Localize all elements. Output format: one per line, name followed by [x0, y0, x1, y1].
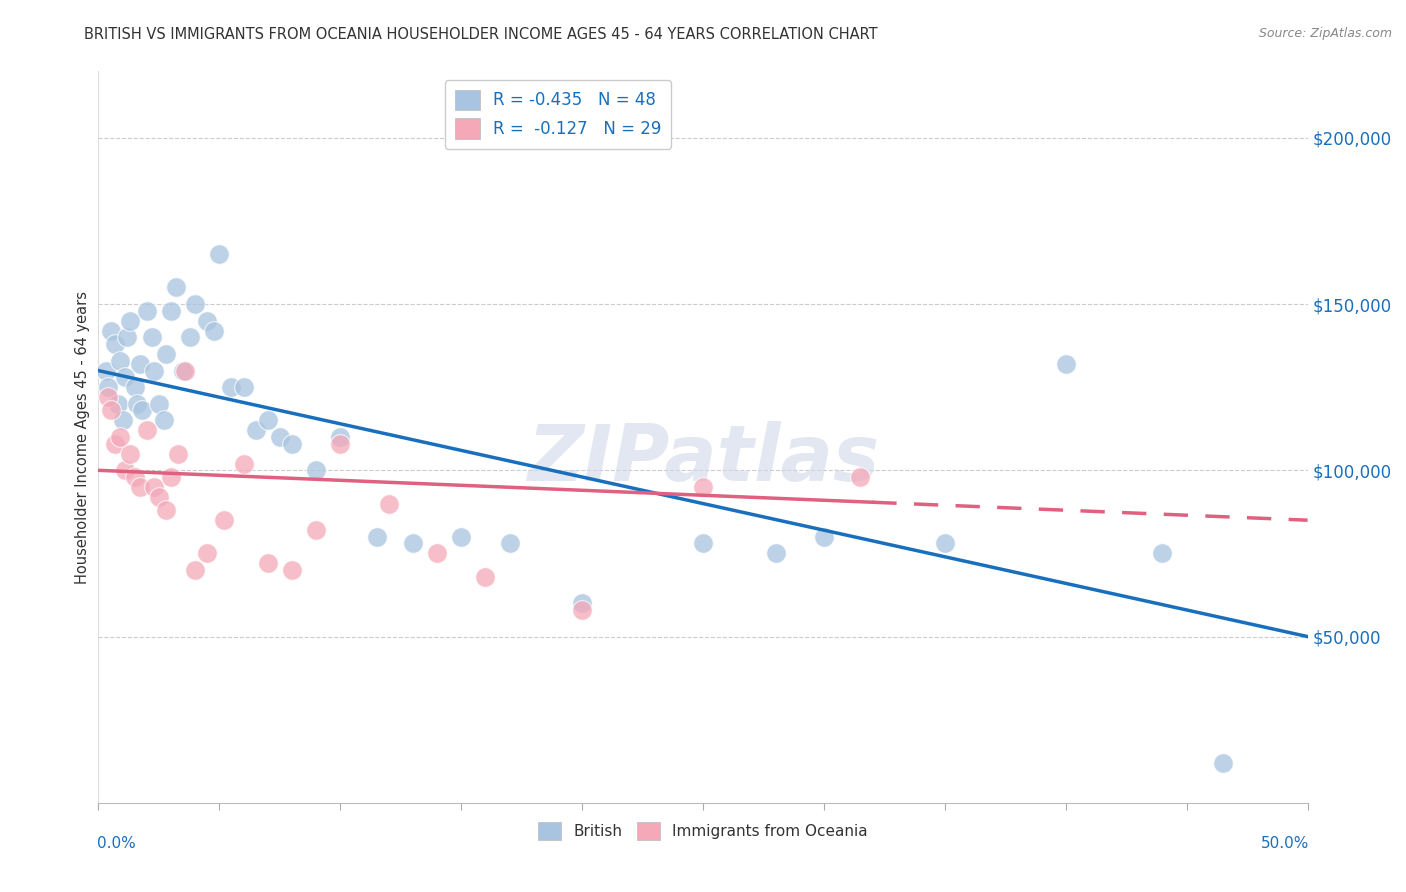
Point: [184, 297, 207, 311]
Point: [148, 490, 170, 504]
Point: [281, 563, 304, 577]
Point: [108, 430, 131, 444]
Text: 0.0%: 0.0%: [97, 836, 136, 851]
Point: [571, 596, 593, 610]
Point: [208, 247, 231, 261]
Point: [165, 280, 187, 294]
Point: [402, 536, 425, 550]
Point: [498, 536, 520, 550]
Point: [813, 530, 835, 544]
Point: [111, 413, 134, 427]
Point: [160, 470, 183, 484]
Point: [97, 380, 120, 394]
Point: [366, 530, 388, 544]
Point: [167, 447, 190, 461]
Point: [143, 363, 166, 377]
Point: [135, 424, 157, 438]
Point: [128, 357, 150, 371]
Point: [143, 480, 166, 494]
Point: [245, 424, 267, 438]
Point: [377, 497, 399, 511]
Point: [117, 330, 139, 344]
Point: [108, 353, 131, 368]
Point: [256, 557, 278, 571]
Text: BRITISH VS IMMIGRANTS FROM OCEANIA HOUSEHOLDER INCOME AGES 45 - 64 YEARS CORRELA: BRITISH VS IMMIGRANTS FROM OCEANIA HOUSE…: [84, 27, 877, 42]
Point: [100, 403, 122, 417]
Point: [305, 463, 328, 477]
Point: [269, 430, 291, 444]
Point: [148, 397, 170, 411]
Point: [179, 330, 201, 344]
Point: [195, 314, 218, 328]
Point: [104, 337, 127, 351]
Point: [172, 363, 194, 377]
Text: 50.0%: 50.0%: [1260, 836, 1309, 851]
Point: [128, 480, 150, 494]
Point: [329, 436, 352, 450]
Point: [692, 480, 714, 494]
Point: [571, 603, 593, 617]
Point: [232, 380, 254, 394]
Point: [118, 447, 141, 461]
Point: [232, 457, 254, 471]
Point: [107, 397, 129, 411]
Point: [450, 530, 472, 544]
Point: [141, 330, 163, 344]
Point: [124, 470, 146, 484]
Point: [305, 523, 328, 537]
Point: [692, 536, 714, 550]
Point: [1212, 756, 1234, 770]
Point: [765, 546, 787, 560]
Point: [160, 303, 183, 318]
Point: [329, 430, 352, 444]
Point: [152, 413, 174, 427]
Point: [114, 463, 136, 477]
Point: [281, 436, 304, 450]
Point: [135, 303, 157, 318]
Point: [114, 370, 136, 384]
Point: [118, 314, 141, 328]
Point: [426, 546, 449, 560]
Point: [256, 413, 278, 427]
Point: [104, 436, 127, 450]
Y-axis label: Householder Income Ages 45 - 64 years: Householder Income Ages 45 - 64 years: [75, 291, 90, 583]
Point: [849, 470, 872, 484]
Point: [212, 513, 235, 527]
Point: [97, 390, 120, 404]
Point: [94, 363, 117, 377]
Point: [100, 324, 122, 338]
Point: [127, 397, 149, 411]
Point: [1054, 357, 1077, 371]
Point: [934, 536, 956, 550]
Point: [131, 403, 153, 417]
Text: Source: ZipAtlas.com: Source: ZipAtlas.com: [1258, 27, 1392, 40]
Point: [221, 380, 243, 394]
Point: [174, 363, 197, 377]
Point: [124, 380, 146, 394]
Point: [204, 324, 226, 338]
Text: ZIPatlas: ZIPatlas: [527, 421, 879, 497]
Point: [184, 563, 207, 577]
Point: [155, 347, 177, 361]
Point: [195, 546, 218, 560]
Legend: British, Immigrants from Oceania: British, Immigrants from Oceania: [531, 815, 875, 847]
Point: [1152, 546, 1174, 560]
Point: [474, 570, 496, 584]
Point: [155, 503, 177, 517]
